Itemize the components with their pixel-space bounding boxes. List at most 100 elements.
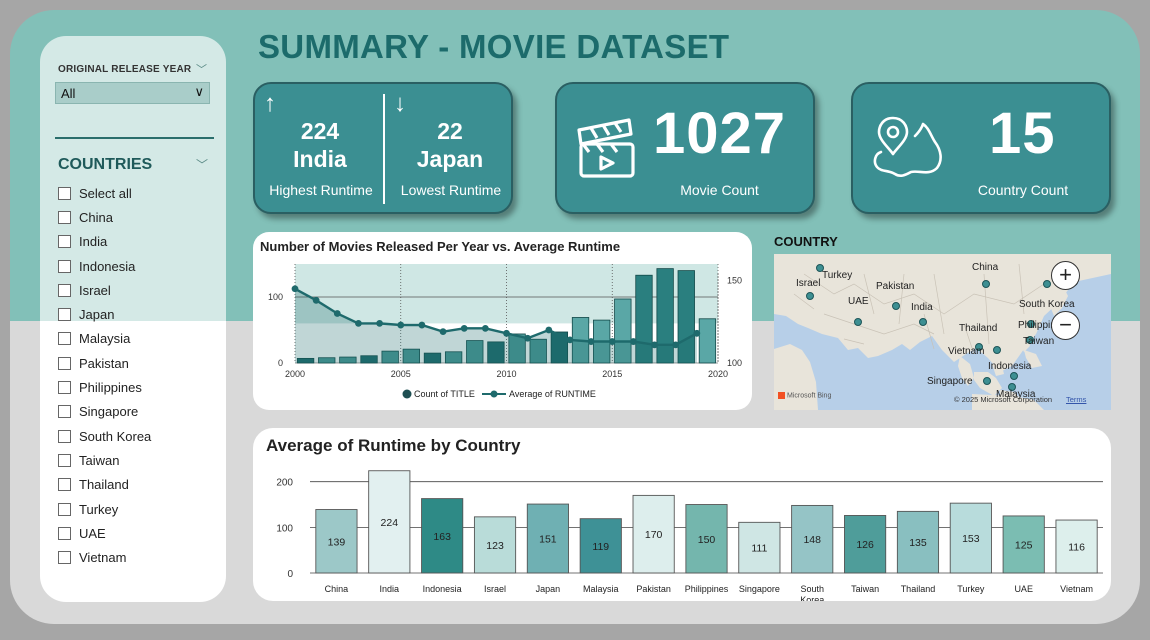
checkbox[interactable]: [58, 429, 71, 443]
country-option[interactable]: Taiwan: [58, 448, 151, 472]
map-point[interactable]: [1027, 320, 1035, 328]
arrow-down-icon: ↓: [394, 90, 406, 117]
movie-count-value: 1027: [653, 101, 787, 166]
map-point[interactable]: [892, 302, 900, 310]
checkbox[interactable]: [58, 405, 71, 419]
map-point[interactable]: [1026, 336, 1034, 344]
checkbox[interactable]: [58, 551, 71, 565]
checkbox[interactable]: [58, 526, 71, 540]
bar-value-label: 224: [381, 517, 399, 529]
checkbox[interactable]: [58, 381, 71, 395]
country-option[interactable]: Pakistan: [58, 351, 151, 375]
country-option[interactable]: Japan: [58, 302, 151, 326]
category-label: Taiwan: [851, 584, 879, 594]
country-option[interactable]: China: [58, 205, 151, 229]
page-title: SUMMARY - MOVIE DATASET: [258, 28, 730, 65]
lowest-runtime-value: 22: [437, 118, 463, 144]
filter-divider: [55, 137, 214, 139]
country-option-label: UAE: [79, 525, 106, 541]
map-terms-link[interactable]: Terms: [1066, 395, 1087, 404]
country-option[interactable]: Vietnam: [58, 545, 151, 569]
country-runtime-bar: [526, 503, 569, 574]
runtime-area: [295, 288, 697, 363]
country-runtime-bar: [791, 504, 834, 574]
country-option[interactable]: Philippines: [58, 375, 151, 399]
runtime-point: [503, 329, 510, 337]
checkbox[interactable]: [58, 502, 71, 516]
map-point[interactable]: [975, 343, 983, 351]
bar-value-label: 111: [751, 543, 767, 555]
checkbox[interactable]: [58, 356, 71, 370]
country-runtime-bar: [685, 504, 728, 574]
year-count-bar: [614, 298, 632, 364]
country-option[interactable]: Malaysia: [58, 327, 151, 351]
country-option[interactable]: Singapore: [58, 400, 151, 424]
runtime-point: [566, 336, 574, 344]
chevron-down-icon[interactable]: ﹀: [196, 158, 209, 172]
bar-value-label: 126: [856, 539, 874, 551]
country-option[interactable]: Turkey: [58, 497, 151, 521]
checkbox[interactable]: [58, 453, 71, 467]
map-point[interactable]: [806, 292, 814, 300]
chevron-down-icon[interactable]: ﹀: [196, 64, 207, 76]
map-point[interactable]: [854, 318, 862, 326]
checkbox[interactable]: [58, 478, 71, 492]
map-point[interactable]: [993, 346, 1001, 354]
map-point[interactable]: [982, 280, 990, 288]
runtime-point: [524, 334, 532, 342]
chevron-down-icon: ∨: [194, 84, 204, 99]
runtime-point: [312, 296, 320, 304]
year-count-bar: [487, 341, 505, 364]
zoom-in-button[interactable]: +: [1051, 261, 1080, 290]
category-label: Indonesia: [423, 584, 462, 594]
bar-value-label: 125: [1015, 539, 1033, 551]
checkbox[interactable]: [58, 259, 71, 273]
bar-value-label: 135: [909, 537, 927, 549]
country-option[interactable]: UAE: [58, 521, 151, 545]
country-option-label: Singapore: [79, 404, 139, 420]
country-option-label: Turkey: [79, 501, 119, 517]
category-label: Singapore: [739, 584, 780, 594]
year-dropdown[interactable]: All ∨: [55, 82, 210, 104]
country-option[interactable]: South Korea: [58, 424, 151, 448]
dashboard-canvas: ORIGINAL RELEASE YEAR ﹀ All ∨ COUNTRIES …: [10, 10, 1140, 624]
map-point[interactable]: [1010, 372, 1018, 380]
select-all-option[interactable]: Select all: [58, 181, 151, 205]
zoom-out-button[interactable]: −: [1051, 311, 1080, 340]
country-option[interactable]: India: [58, 230, 151, 254]
map-point-label: Vietnam: [948, 346, 985, 357]
map-point[interactable]: [1043, 280, 1051, 288]
checkbox[interactable]: [58, 283, 71, 297]
category-label: Philippines: [685, 584, 729, 594]
map-point[interactable]: [1008, 383, 1016, 391]
runtime-point: [651, 341, 658, 349]
country-runtime-bar: [844, 515, 887, 574]
map-point-label: Turkey: [822, 270, 853, 281]
map-point[interactable]: [919, 318, 927, 326]
x-tick-label: 2000: [285, 369, 305, 379]
map-point[interactable]: [983, 377, 991, 385]
runtime-point: [672, 341, 680, 349]
year-count-bar: [656, 268, 674, 364]
map-point[interactable]: [816, 264, 824, 272]
runtime-point: [397, 321, 405, 329]
kpi-divider: [383, 94, 385, 204]
country-runtime-bar: [473, 516, 517, 574]
map-point-label: Indonesia: [988, 361, 1032, 372]
country-option[interactable]: Indonesia: [58, 254, 151, 278]
checkbox[interactable]: [58, 235, 71, 249]
checkbox[interactable]: [58, 186, 71, 200]
bar-chart-title: Average of Runtime by Country: [266, 436, 521, 455]
year-count-bar: [698, 318, 717, 364]
country-option-label: Thailand: [79, 477, 129, 493]
checkbox[interactable]: [58, 332, 71, 346]
runtime-point: [355, 320, 362, 327]
checkbox[interactable]: [58, 308, 71, 322]
country-map[interactable]: Turkey Israel UAE Pakistan India China South K…: [774, 254, 1111, 410]
country-option[interactable]: Thailand: [58, 473, 151, 497]
country-option[interactable]: Israel: [58, 278, 151, 302]
bar-value-label: 139: [328, 536, 346, 548]
countries-list: Select all China India Indonesia Israel Japan…: [58, 181, 151, 570]
checkbox[interactable]: [58, 210, 71, 224]
runtime-by-country-card: Average of Runtime by Country 0 100 200 139…: [253, 428, 1111, 601]
